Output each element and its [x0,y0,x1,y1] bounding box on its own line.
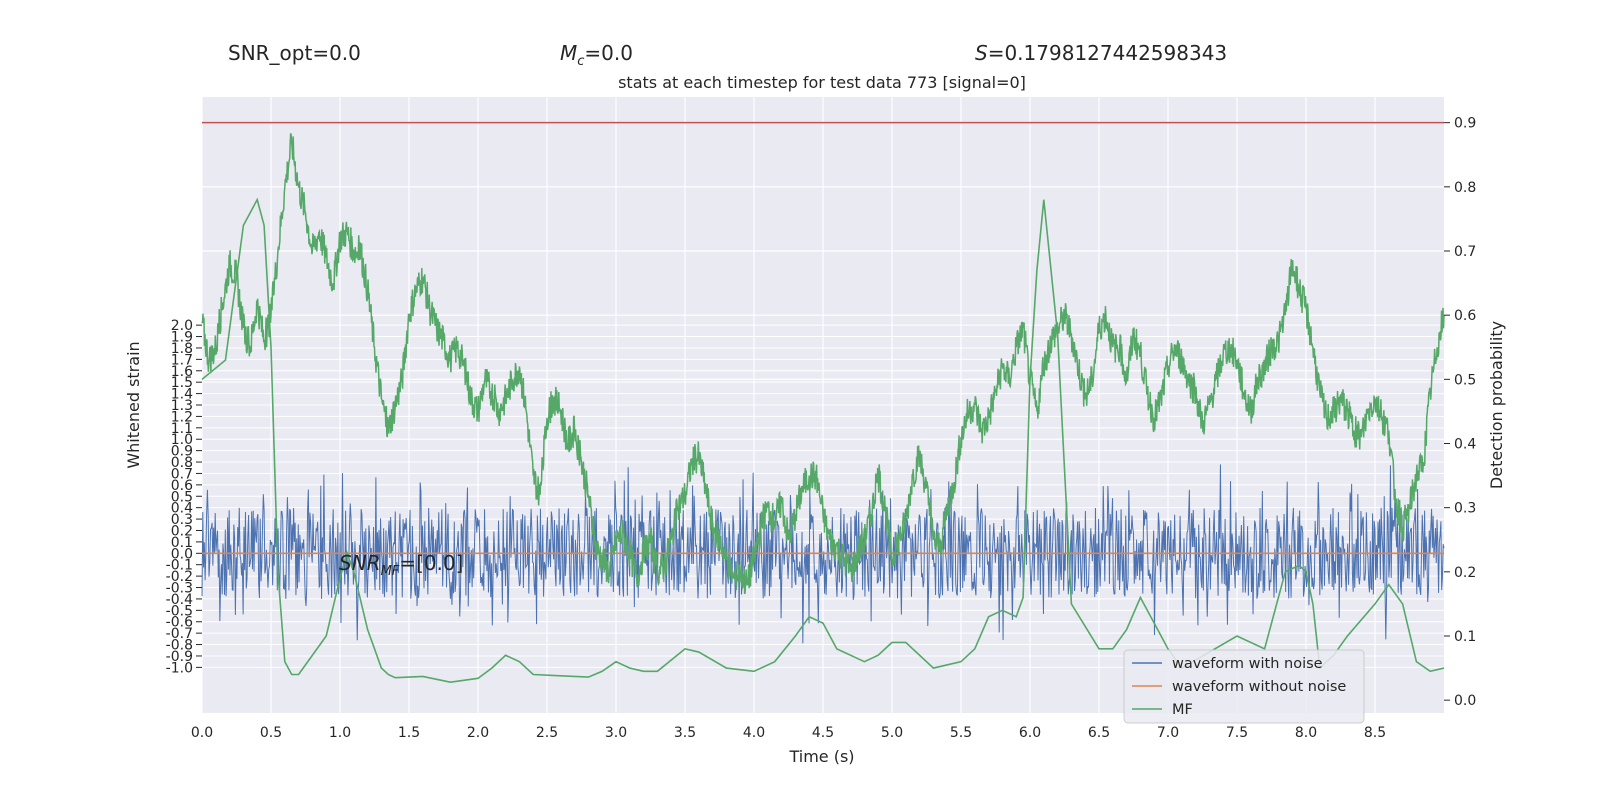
strain-tick-label: 0.0 [171,546,193,562]
right-y-axis-label: Detection probability [1487,321,1506,489]
legend-box [1123,649,1365,724]
x-tick-label: 8.5 [1364,725,1386,741]
x-tick-label: 1.5 [398,725,420,741]
snr-mf-annotation: SNRMF=[0.0] [339,551,463,579]
strain-tick-label: 0.6 [171,478,193,494]
strain-tick-label: -0.8 [166,638,193,654]
strain-tick-label: 1.9 [171,330,193,346]
chart-subtitle: stats at each timestep for test data 773… [618,73,1026,92]
snr-opt-label: SNR_opt=0.0 [228,41,361,65]
strain-tick-label: 1.2 [171,409,193,425]
left-y-axis-label: Whitened strain [124,341,143,468]
strain-tick-label: 1.7 [171,352,193,368]
s-value-label: S=0.1798127442598343 [975,41,1227,65]
x-tick-labels: 0.0 0.5 1.0 1.5 2.0 2.5 3.0 3.5 4.0 4.5 5.0 5.5 6.0 6… [191,725,1386,741]
x-tick-label: 2.0 [467,725,489,741]
strain-tick-label: 0.1 [171,535,193,551]
x-tick-label: 4.5 [812,725,834,741]
prob-tick-label: 0.8 [1454,180,1476,196]
prob-tick-label: 0.2 [1454,565,1476,581]
prob-tick-label: 0.1 [1454,629,1476,645]
strain-tick-label: 1.3 [171,398,193,414]
strain-tick-label: -0.4 [166,592,193,608]
x-tick-label: 6.0 [1019,725,1041,741]
x-tick-label: 0.5 [260,725,282,741]
legend-label-clean: waveform without noise [1172,679,1346,695]
strain-tick-label: 0.4 [171,501,193,517]
strain-tick-label: -1.0 [166,660,193,676]
strain-tick-label: 1.0 [171,432,193,448]
x-tick-label: 2.5 [536,725,558,741]
strain-tick-label: 0.9 [171,444,193,460]
x-tick-label: 6.5 [1088,725,1110,741]
strain-tick-label: -0.2 [166,569,193,585]
strain-tick-label: 0.5 [171,489,193,505]
x-tick-label: 8.0 [1295,725,1317,741]
x-tick-label: 7.0 [1157,725,1179,741]
prob-tick-label: 0.9 [1454,116,1476,132]
prob-tick-label: 0.3 [1454,501,1476,517]
prob-tick-labels: 0.0 0.1 0.2 0.3 0.4 0.5 0.6 0.7 0.8 0.9 [1444,116,1476,709]
strain-tick-label: 1.8 [171,341,193,357]
strain-tick-label: 1.5 [171,375,193,391]
strain-tick-label: -0.1 [166,558,193,574]
detection-probability-line [201,133,1445,595]
legend-label-mf: MF [1172,702,1193,718]
x-tick-label: 7.5 [1226,725,1248,741]
waveform-with-noise-line [201,464,1445,644]
prob-tick-label: 0.0 [1454,693,1476,709]
legend: waveform with noise waveform without noi… [1123,649,1365,724]
strain-tick-label: -0.3 [166,581,193,597]
strain-tick-label: -0.5 [166,603,193,619]
chirp-mass-label: Mc=0.0 [560,41,633,69]
strain-tick-labels: -1.0-0.9-0.8-0.7-0.6-0.5-0.4-0.3-0.2-0.1… [166,318,202,676]
x-gridlines [201,97,1376,713]
strain-tick-label: 0.2 [171,523,193,539]
prob-tick-label: 0.7 [1454,244,1476,260]
prob-tick-label: 0.4 [1454,437,1476,453]
strain-tick-label: 1.4 [171,387,193,403]
x-axis-label: Time (s) [788,747,854,766]
x-tick-label: 5.0 [881,725,903,741]
x-tick-label: 3.5 [674,725,696,741]
strain-tick-label: 1.6 [171,364,193,380]
strain-tick-label: 2.0 [171,318,193,334]
prob-tick-label: 0.6 [1454,308,1476,324]
x-tick-label: 1.0 [329,725,351,741]
strain-tick-label: 0.7 [171,466,193,482]
strain-tick-label: 0.3 [171,512,193,528]
prob-tick-label: 0.5 [1454,372,1476,388]
x-tick-label: 5.5 [950,725,972,741]
x-tick-label: 4.0 [743,725,765,741]
strain-tick-label: 1.1 [171,421,193,437]
strain-tick-label: -0.6 [166,615,193,631]
strain-axes: -1.0-0.9-0.8-0.7-0.6-0.5-0.4-0.3-0.2-0.1… [166,97,1445,713]
x-tick-label: 0.0 [191,725,213,741]
x-tick-label: 3.0 [605,725,627,741]
strain-tick-label: -0.7 [166,626,193,642]
strain-tick-label: -0.9 [166,649,193,665]
legend-label-noise: waveform with noise [1172,656,1323,672]
mf-line [201,197,1445,684]
strain-tick-label: 0.8 [171,455,193,471]
